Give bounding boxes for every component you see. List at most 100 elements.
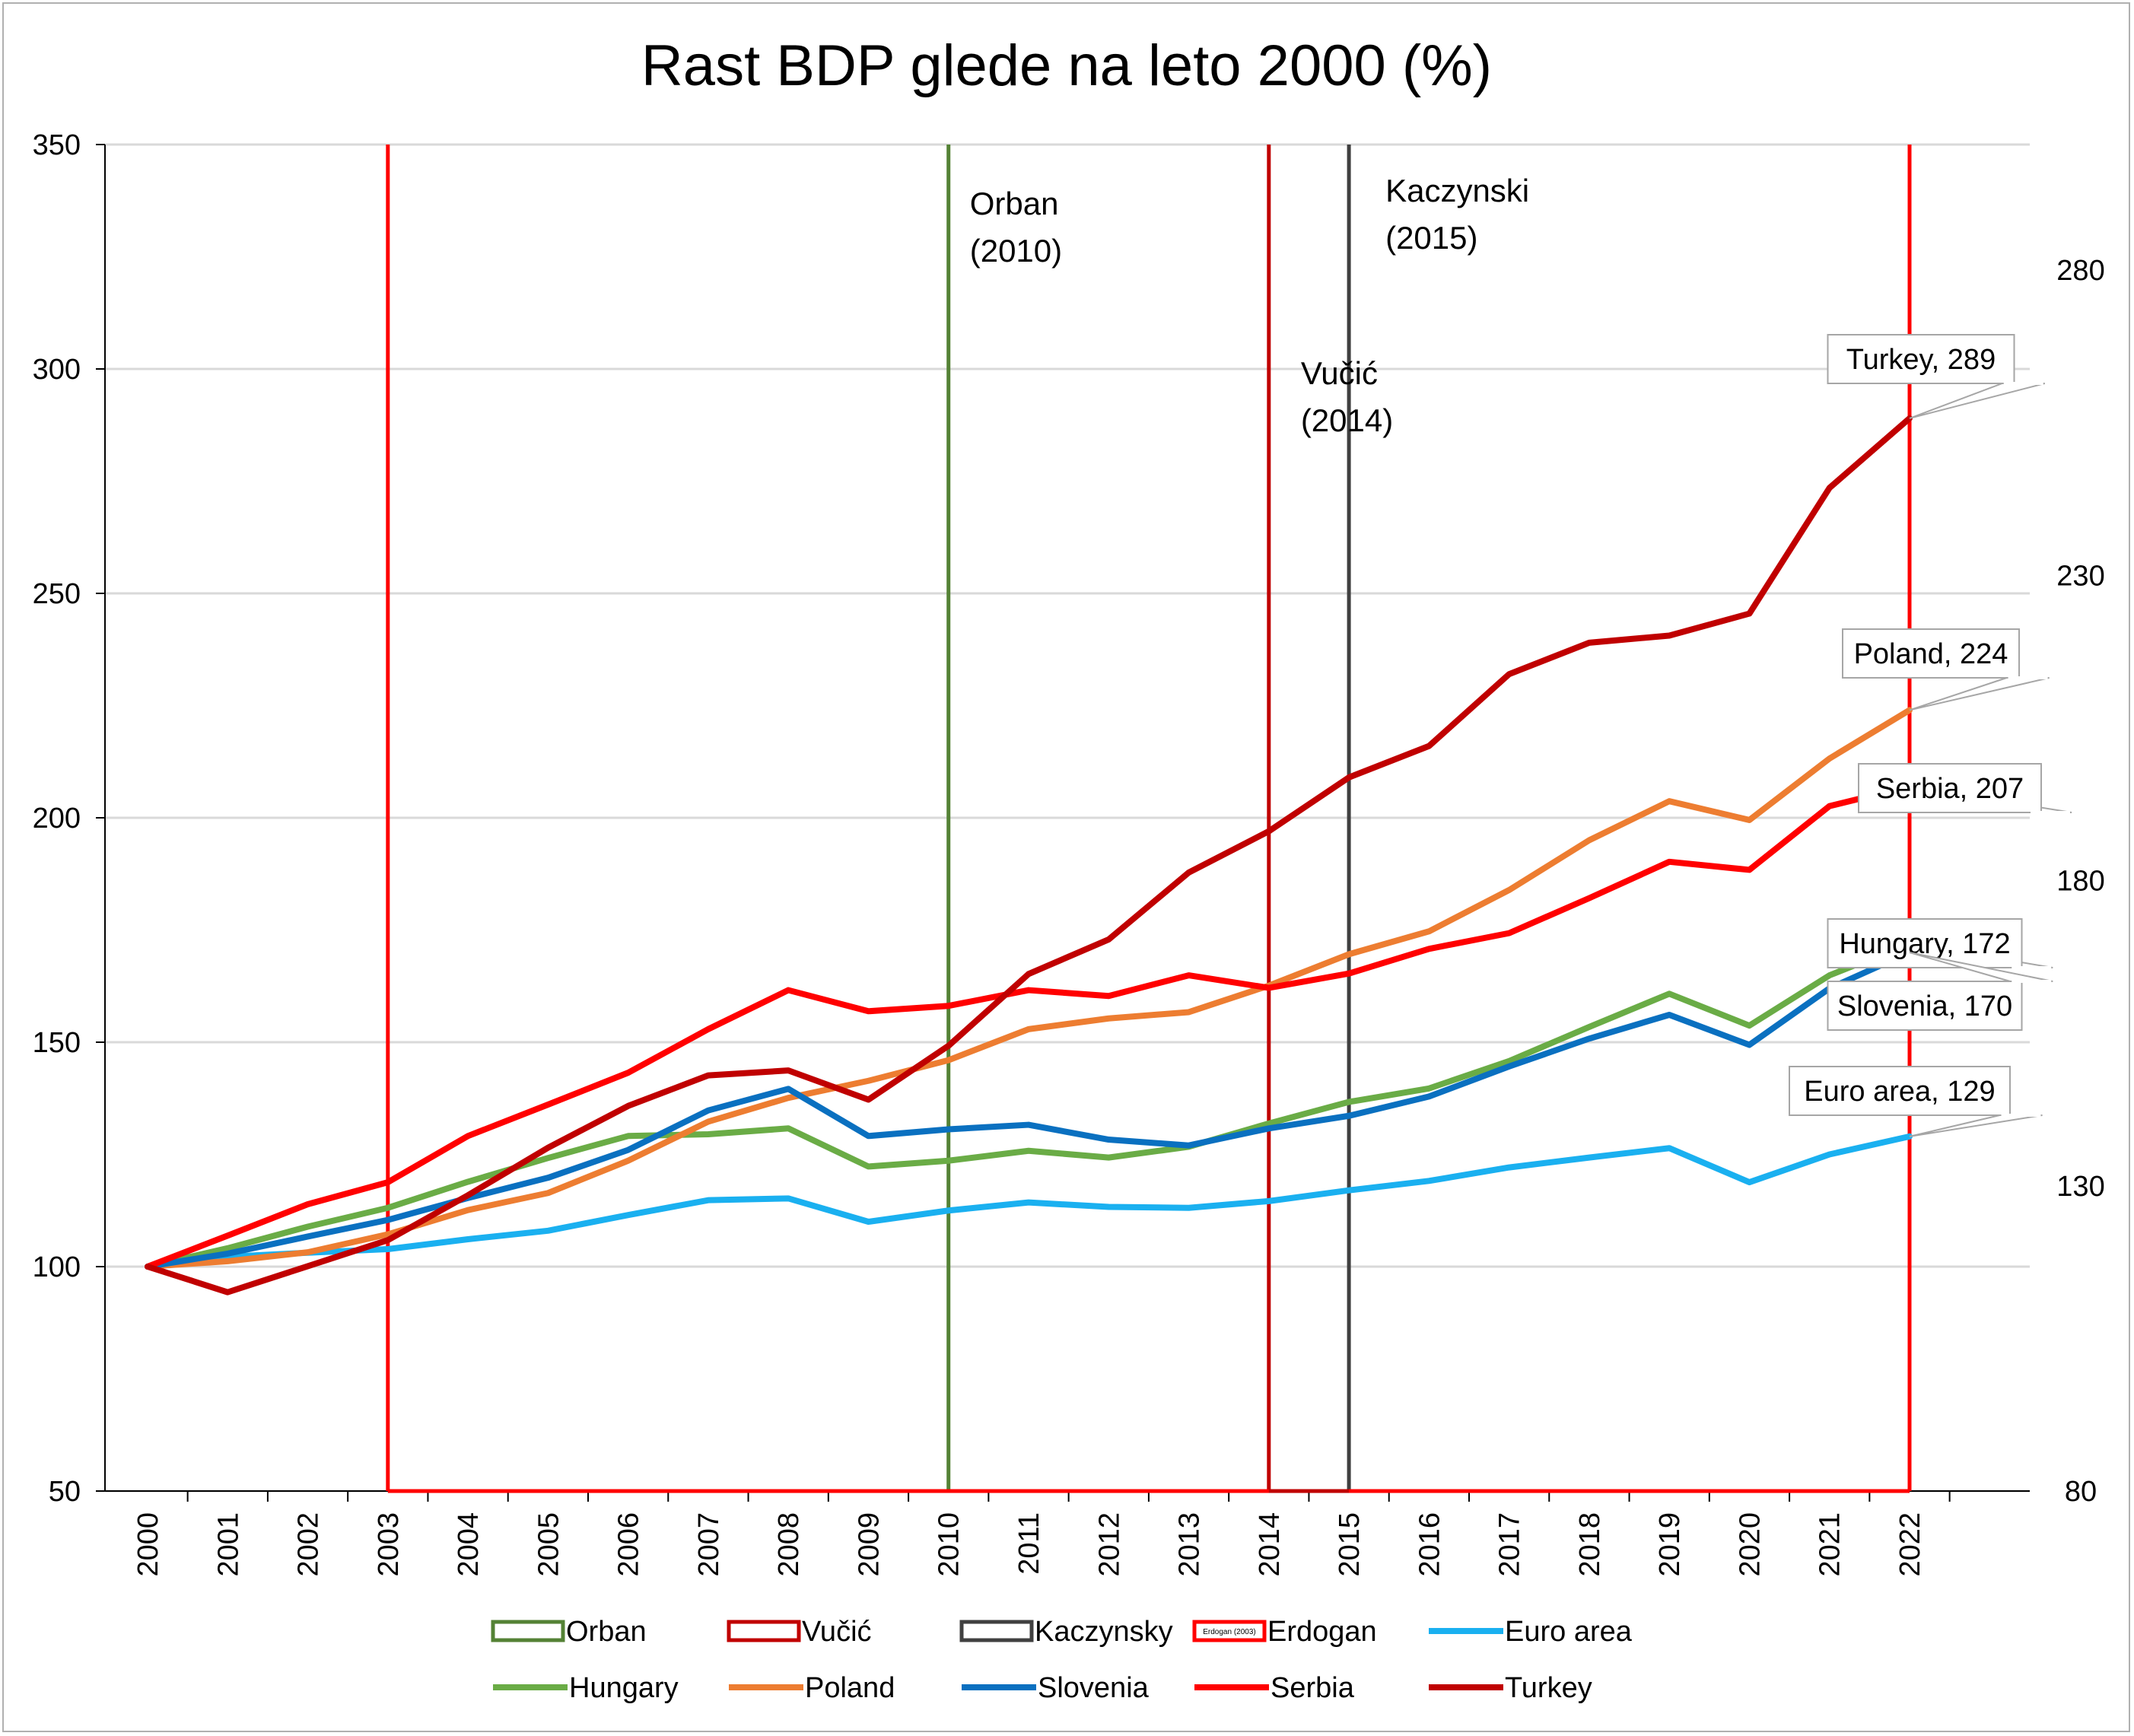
x-tick-label: 2020 (1734, 1512, 1766, 1577)
x-tick-label: 2009 (853, 1512, 885, 1577)
legend-swatch (491, 1620, 565, 1642)
y-tick-label: 250 (33, 578, 81, 610)
callout-label: Turkey, 289 (1846, 344, 1996, 376)
callout-label: Euro area, 129 (1804, 1076, 1995, 1108)
x-tick-label: 2014 (1254, 1512, 1286, 1577)
callout-serbia: Serbia, 207 (1858, 763, 2072, 814)
series-line-poland (145, 707, 1913, 1270)
legend-label: Poland (805, 1672, 895, 1704)
legend-label: Erdogan (1267, 1616, 1377, 1648)
legend-item-euro-area: Euro area (1429, 1616, 1633, 1648)
series-line-slovenia (145, 949, 1913, 1270)
marker-label-vučić: (2014) (1301, 402, 1393, 438)
callout-slovenia: Slovenia, 170 (1827, 952, 2053, 1031)
callout-box (1827, 334, 2015, 384)
x-tick-label: 2012 (1093, 1512, 1125, 1577)
x-tick-label: 2013 (1174, 1512, 1206, 1577)
legend-label: Hungary (569, 1672, 679, 1704)
callout-turkey: Turkey, 289 (1827, 334, 2046, 419)
marker-label-orban: Orban (970, 186, 1059, 221)
y-tick-label: 100 (33, 1251, 81, 1283)
legend-label: Vučić (802, 1616, 872, 1648)
y2-tick-label: 130 (2056, 1171, 2104, 1203)
series-line-turkey (145, 415, 1913, 1296)
callout-box (1842, 628, 2020, 679)
legend-item-hungary: Hungary (493, 1672, 679, 1704)
callout-pointer (1909, 383, 2046, 419)
x-tick-label: 2017 (1494, 1512, 1526, 1577)
legend-item-kaczynsky: Kaczynsky (959, 1616, 1173, 1648)
series-lines (145, 415, 1913, 1296)
x-tick-label: 2008 (773, 1512, 805, 1577)
x-tick-label: 2016 (1414, 1512, 1445, 1577)
legend-item-orban: Orban (491, 1616, 647, 1648)
y-tick-label: 350 (33, 129, 81, 161)
x-tick-label: 2003 (373, 1512, 405, 1577)
callout-label: Hungary, 172 (1839, 928, 2010, 960)
x-tick-label: 2007 (693, 1512, 725, 1577)
x-tick-label: 2000 (132, 1512, 164, 1577)
callout-euro-area: Euro area, 129 (1789, 1066, 2043, 1137)
y-tick-label: 200 (33, 803, 81, 835)
legend-swatch (727, 1620, 801, 1642)
callout-label: Poland, 224 (1854, 638, 2008, 670)
legend-item-turkey: Turkey (1429, 1672, 1592, 1704)
callout-box (1858, 763, 2042, 813)
callout-poland: Poland, 224 (1842, 628, 2050, 711)
y-tick-label: 50 (49, 1476, 81, 1508)
x-tick-label: 2019 (1654, 1512, 1686, 1577)
callout-pointer (1909, 1114, 2043, 1137)
x-tick-label: 2018 (1574, 1512, 1606, 1577)
y2-axis-ticks: 80 130 180 230 280 (2056, 255, 2104, 1508)
x-tick-label: 2004 (453, 1512, 485, 1577)
y2-tick-label: 180 (2056, 866, 2104, 898)
callout-box (1789, 1066, 2011, 1116)
chart-title: Rast BDP glede na leto 2000 (%) (641, 33, 1492, 98)
y-tick-label: 300 (33, 354, 81, 386)
x-axis-ticks: 2000 2001 2002 2003 2004 2005 2006 2007 2008 2009… (132, 1491, 1951, 1577)
legend: Orban Vučić Kaczynsky Erdogan (2003) Erdogan… (491, 1616, 1633, 1704)
series-line-euro-area (145, 1133, 1913, 1270)
y2-tick-label: 280 (2056, 255, 2104, 287)
callout-hungary: Hungary, 172 (1827, 918, 2053, 969)
callout-label: Slovenia, 170 (1837, 990, 2012, 1022)
x-tick-label: 2010 (933, 1512, 965, 1577)
series-line-serbia (145, 783, 1913, 1270)
y2-tick-label: 230 (2056, 560, 2104, 592)
x-tick-label: 2006 (613, 1512, 645, 1577)
marker-label-kaczynski: Kaczynski (1385, 173, 1529, 208)
callout-label: Serbia, 207 (1876, 773, 2024, 805)
callout-box (1827, 918, 2023, 968)
legend-label: Serbia (1271, 1672, 1355, 1704)
x-tick-label: 2015 (1334, 1512, 1366, 1577)
y-axis-ticks: 50 100 150 200 250 300 350 (33, 129, 105, 1508)
legend-item-serbia: Serbia (1194, 1672, 1355, 1704)
legend-label: Kaczynsky (1035, 1616, 1173, 1648)
x-tick-label: 2001 (212, 1512, 244, 1577)
legend-label: Euro area (1505, 1616, 1633, 1648)
legend-item-slovenia: Slovenia (962, 1672, 1150, 1704)
legend-swatch-text: Erdogan (2003) (1203, 1628, 1256, 1636)
x-tick-label: 2002 (293, 1512, 325, 1577)
callout-box (1827, 981, 2023, 1031)
end-value-callouts: Turkey, 289 Poland, 224 Serbia, 207 Hungary… (1789, 334, 2072, 1137)
legend-label: Turkey (1505, 1672, 1592, 1704)
y2-tick-label: 80 (2065, 1476, 2097, 1508)
legend-item-vučić: Vučić (727, 1616, 872, 1648)
marker-label-kaczynski: (2015) (1385, 220, 1477, 256)
legend-item-poland: Poland (729, 1672, 895, 1704)
marker-label-orban: (2010) (970, 233, 1062, 269)
x-tick-label: 2005 (533, 1512, 565, 1577)
legend-swatch (1192, 1620, 1267, 1642)
legend-item-erdogan: Erdogan (2003) Erdogan (1192, 1616, 1377, 1648)
legend-label: Slovenia (1038, 1672, 1150, 1704)
legend-swatch (959, 1620, 1034, 1642)
callout-pointer (1909, 677, 2050, 711)
y-tick-label: 150 (33, 1027, 81, 1059)
x-tick-label: 2022 (1894, 1512, 1926, 1577)
series-line-hungary (145, 940, 1913, 1270)
x-tick-label: 2021 (1814, 1512, 1846, 1577)
marker-label-vučić: Vučić (1301, 355, 1378, 391)
